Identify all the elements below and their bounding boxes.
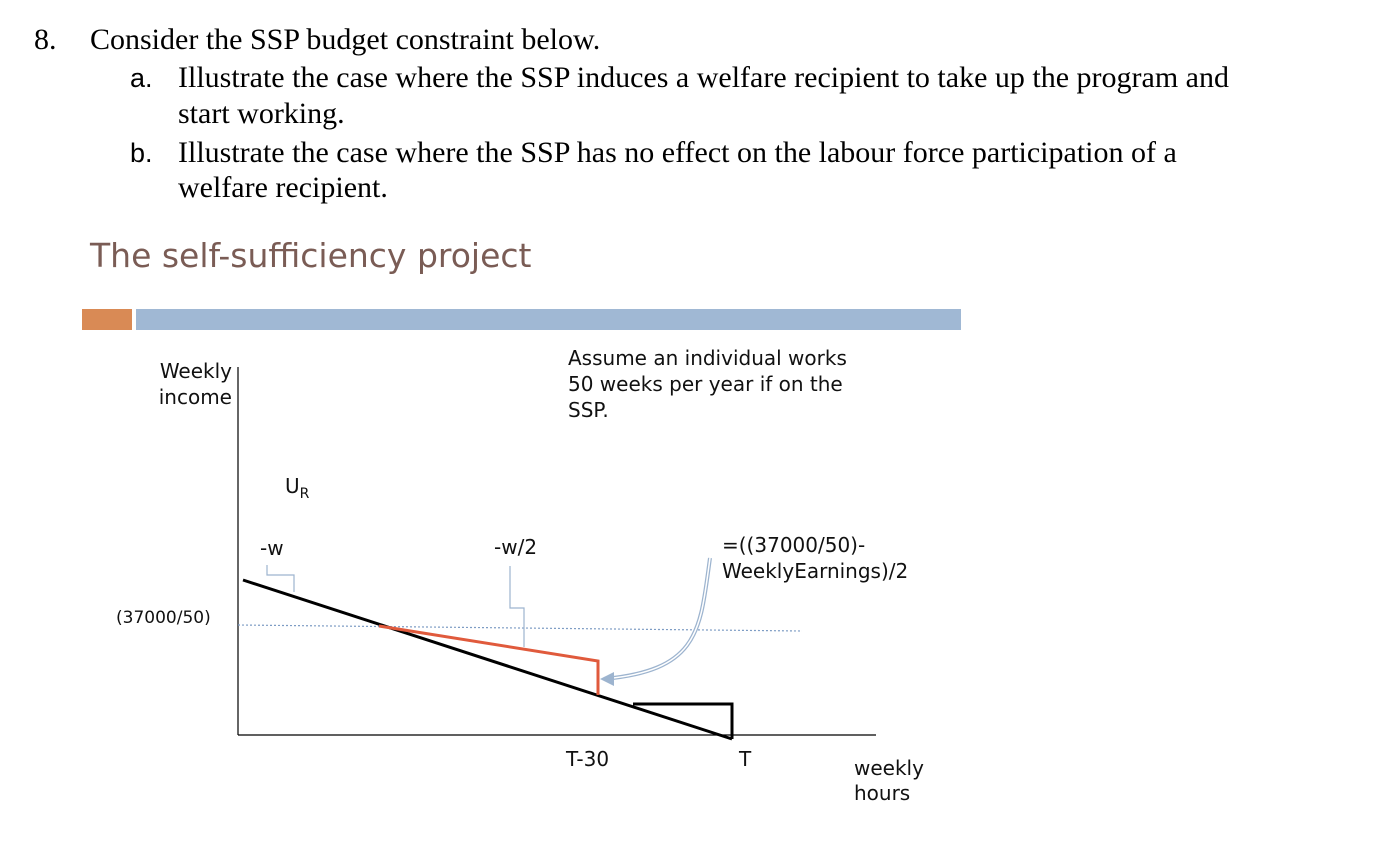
- supplement-formula: =((37000/50)- WeeklyEarnings)/2: [722, 533, 909, 583]
- ssp-income-level-label: (37000/50): [116, 608, 211, 628]
- part-a-text-line2: start working.: [178, 97, 345, 130]
- slide-title: The self-sufficiency project: [90, 236, 532, 275]
- tick-label-t: T: [739, 747, 752, 771]
- ssp-budget-segment: [378, 624, 600, 695]
- title-accent-bar-blue: [136, 309, 961, 330]
- tick-label-t-minus-30: T-30: [566, 747, 610, 771]
- slope-label-w2: -w/2: [494, 535, 538, 559]
- formula-callout-arrow: [603, 557, 712, 681]
- slope-w2-leader: [509, 566, 525, 647]
- slope-label-w: -w: [260, 536, 284, 560]
- part-b-letter: b.: [130, 138, 153, 168]
- part-b-text-line2: welfare recipient.: [178, 171, 388, 204]
- title-accent-bar-orange: [82, 309, 132, 330]
- part-a-letter: a.: [130, 63, 153, 93]
- part-b-text-line1: Illustrate the case where the SSP has no…: [178, 136, 1177, 169]
- slope-w-leader: [266, 565, 295, 592]
- ssp-income-reference-line: [237, 624, 803, 632]
- y-axis-label: Weekly income: [158, 359, 232, 409]
- assumption-note: Assume an individual works 50 weeks per …: [568, 346, 847, 422]
- budget-line: [242, 578, 733, 741]
- part-a-text-line1: Illustrate the case where the SSP induce…: [178, 61, 1229, 94]
- question-number: 8.: [34, 23, 57, 56]
- min-hours-notch: [633, 702, 734, 739]
- indifference-curve-label: UR: [285, 474, 310, 502]
- callout-arrowhead: [600, 672, 614, 686]
- x-axis-label: weekly hours: [854, 756, 924, 805]
- question-prompt: Consider the SSP budget constraint below…: [90, 23, 601, 56]
